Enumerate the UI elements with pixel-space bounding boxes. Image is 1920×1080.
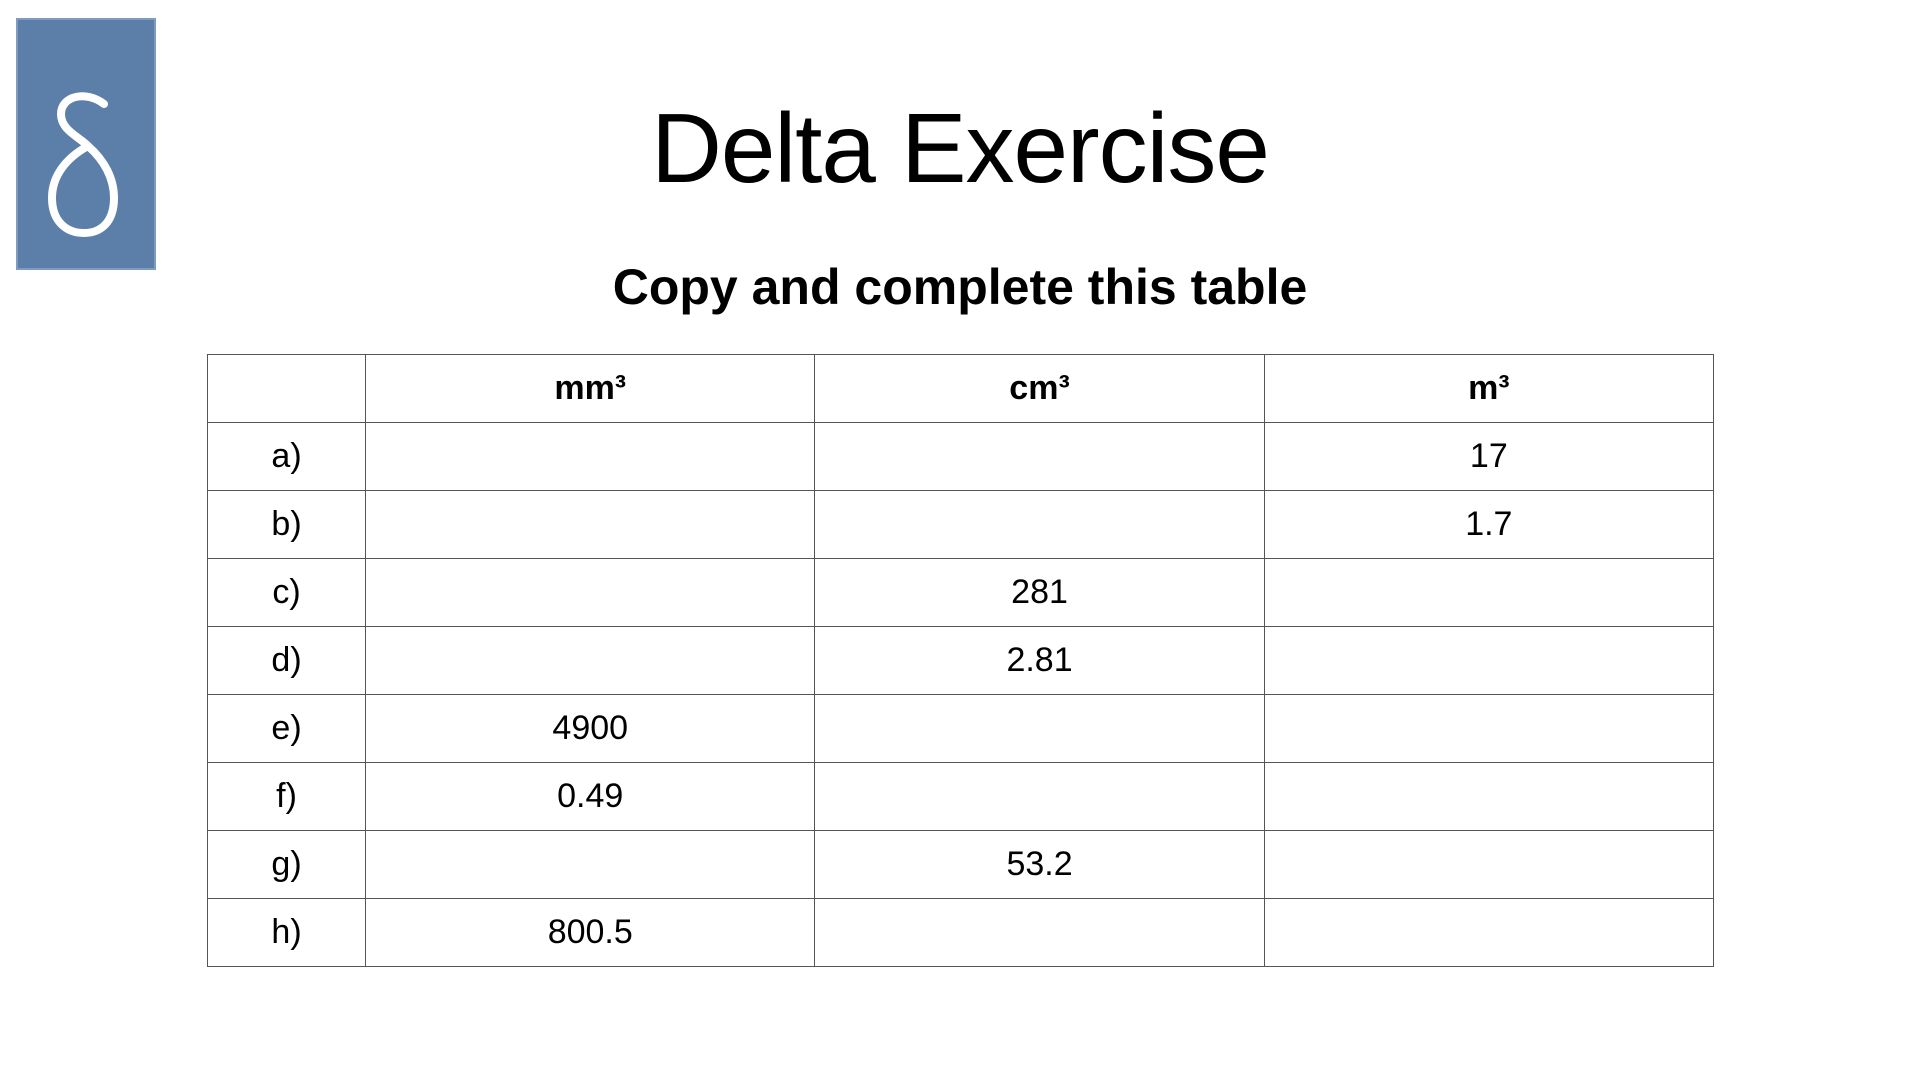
row-label: b) bbox=[206, 490, 367, 559]
row-label: e) bbox=[206, 694, 367, 763]
table-row: a) 17 bbox=[206, 422, 1715, 491]
row-label: c) bbox=[206, 558, 367, 627]
table-row: d) 2.81 bbox=[206, 626, 1715, 695]
m3-cell bbox=[1263, 898, 1715, 967]
table-row: e) 4900 bbox=[206, 694, 1715, 763]
header-cell-label bbox=[206, 354, 367, 423]
m3-cell bbox=[1263, 626, 1715, 695]
mm3-cell: 0.49 bbox=[365, 762, 816, 831]
mm3-cell: 4900 bbox=[365, 694, 816, 763]
m3-cell bbox=[1263, 558, 1715, 627]
header-row: mm³ cm³ m³ bbox=[206, 354, 1715, 423]
conversion-table: mm³ cm³ m³ a) 17 b) 1.7 c) 281 d) 2.81 e) 4900 f) 0… bbox=[206, 354, 1715, 967]
mm3-cell bbox=[365, 626, 816, 695]
cm3-cell bbox=[814, 898, 1265, 967]
m3-cell bbox=[1263, 762, 1715, 831]
table-row: f) 0.49 bbox=[206, 762, 1715, 831]
mm3-cell bbox=[365, 830, 816, 899]
cm3-cell bbox=[814, 490, 1265, 559]
row-label: d) bbox=[206, 626, 367, 695]
header-cell-m3: m³ bbox=[1263, 354, 1715, 423]
header-cell-mm3: mm³ bbox=[365, 354, 816, 423]
cm3-cell bbox=[814, 694, 1265, 763]
delta-logo bbox=[16, 18, 156, 270]
instruction-subtitle: Copy and complete this table bbox=[612, 259, 1308, 315]
m3-cell: 1.7 bbox=[1263, 490, 1715, 559]
m3-cell: 17 bbox=[1263, 422, 1715, 491]
cm3-cell bbox=[814, 422, 1265, 491]
cm3-cell: 2.81 bbox=[814, 626, 1265, 695]
mm3-cell: 800.5 bbox=[365, 898, 816, 967]
row-label: g) bbox=[206, 830, 367, 899]
cm3-cell bbox=[814, 762, 1265, 831]
table-row: b) 1.7 bbox=[206, 490, 1715, 559]
row-label: h) bbox=[206, 898, 367, 967]
m3-cell bbox=[1263, 694, 1715, 763]
page-title: Delta Exercise bbox=[651, 93, 1270, 203]
table-row: g) 53.2 bbox=[206, 830, 1715, 899]
cm3-cell: 281 bbox=[814, 558, 1265, 627]
table-row: h) 800.5 bbox=[206, 898, 1715, 967]
m3-cell bbox=[1263, 830, 1715, 899]
row-label: a) bbox=[206, 422, 367, 491]
table-row: c) 281 bbox=[206, 558, 1715, 627]
delta-symbol-icon bbox=[47, 92, 119, 238]
mm3-cell bbox=[365, 422, 816, 491]
mm3-cell bbox=[365, 558, 816, 627]
row-label: f) bbox=[206, 762, 367, 831]
mm3-cell bbox=[365, 490, 816, 559]
cm3-cell: 53.2 bbox=[814, 830, 1265, 899]
header-cell-cm3: cm³ bbox=[814, 354, 1265, 423]
